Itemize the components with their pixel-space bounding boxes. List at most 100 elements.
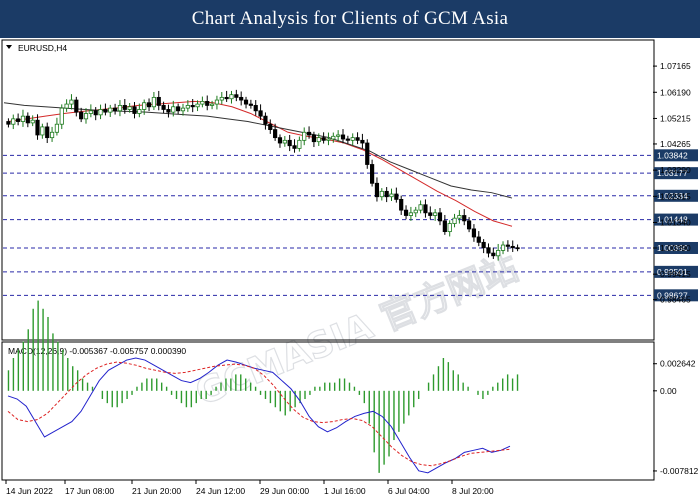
candle-body — [447, 223, 452, 233]
candle-body — [423, 204, 428, 214]
candle-body — [253, 105, 258, 112]
candle-body — [336, 134, 341, 137]
level-box — [654, 265, 698, 278]
candlesticks — [6, 89, 520, 261]
candle-body — [437, 212, 443, 222]
candle-body — [481, 241, 486, 249]
macd-main-line — [7, 357, 511, 474]
time-tick-label: 6 Jul 04:00 — [388, 486, 430, 496]
time-tick-label: 14 Jun 2022 — [6, 486, 53, 496]
price-tick-label: 1.05215 — [660, 113, 691, 123]
candle-body — [302, 131, 307, 141]
symbol-label: EURUSD,H4 — [18, 43, 67, 53]
level-label: 0.98627 — [657, 290, 688, 300]
candle-body — [180, 107, 186, 112]
level-box — [654, 241, 698, 254]
candle-body — [166, 109, 171, 113]
candle-body — [64, 103, 69, 109]
level-box — [654, 213, 698, 226]
candle-body — [515, 247, 520, 250]
candle-body — [176, 106, 181, 112]
macd-indicator — [7, 300, 519, 474]
candle-body — [374, 182, 380, 198]
candle-body — [316, 137, 321, 143]
candle-body — [403, 209, 409, 216]
candle-body — [214, 99, 220, 105]
candle-body — [292, 145, 297, 149]
candle-body — [442, 220, 447, 233]
candle-body — [418, 204, 423, 211]
time-tick-label: 1 Jul 16:00 — [324, 486, 366, 496]
candle-body — [98, 109, 103, 116]
candle-body — [108, 107, 113, 113]
candle-body — [370, 164, 375, 184]
candle-body — [486, 247, 491, 254]
ma-fast-line — [7, 100, 513, 227]
price-tick-label: 1.00390 — [660, 243, 691, 253]
candle-body — [505, 244, 510, 247]
level-label: 1.03177 — [657, 168, 688, 178]
candle-body — [268, 123, 273, 130]
price-axis: 1.07165 1.06190 1.05215 1.04265 1.03290 1.023… — [653, 61, 691, 305]
candle-body — [360, 139, 365, 144]
candle-body — [331, 135, 336, 140]
candle-body — [6, 121, 11, 125]
candle-body — [428, 212, 433, 216]
candle-body — [355, 137, 360, 141]
candle-body — [394, 193, 399, 200]
macd-tick-label: -0.007812 — [660, 466, 699, 476]
candle-body — [311, 134, 317, 143]
candle-body — [234, 94, 239, 98]
candle-body — [117, 105, 123, 112]
time-tick-label: 29 Jun 00:00 — [260, 486, 309, 496]
candle-body — [151, 96, 156, 108]
candle-body — [350, 137, 355, 141]
candle-body — [113, 107, 118, 112]
macd-tick-label: 0.002642 — [660, 359, 696, 369]
candle-body — [190, 105, 195, 108]
symbol-dropdown-icon[interactable] — [6, 45, 12, 49]
candle-body — [413, 209, 418, 214]
level-box — [654, 167, 698, 180]
candle-body — [205, 101, 210, 106]
moving-averages — [3, 100, 513, 227]
candle-body — [156, 96, 161, 106]
level-label: 1.00390 — [657, 243, 688, 253]
macd-label: MACD(12,26,9) -0.005367 -0.005757 0.0003… — [8, 346, 186, 356]
candle-body — [287, 139, 292, 147]
price-tick-label: 1.03290 — [660, 165, 691, 175]
candle-body — [510, 245, 515, 249]
candle-body — [457, 215, 462, 219]
candle-body — [79, 111, 84, 120]
support-resistance-levels: 1.03842 1.03177 1.02334 1.01448 1.00390 0.995… — [3, 149, 698, 302]
candle-body — [11, 118, 16, 125]
candle-body — [491, 252, 496, 257]
candle-body — [54, 123, 60, 133]
candle-body — [462, 215, 467, 222]
candle-body — [326, 138, 331, 141]
candle-body — [45, 126, 50, 139]
candle-body — [248, 103, 253, 106]
price-tick-label: 1.04265 — [660, 139, 691, 149]
candle-body — [496, 250, 501, 257]
price-tick-label: 0.99415 — [660, 269, 691, 279]
candle-body — [83, 113, 89, 120]
price-tick-label: 1.01340 — [660, 217, 691, 227]
macd-panel-frame — [1, 341, 655, 481]
candle-body — [297, 139, 302, 149]
candle-body — [132, 106, 137, 114]
price-tick-label: 1.07165 — [660, 61, 691, 71]
candle-body — [25, 115, 30, 124]
chart-banner: Chart Analysis for Clients of GCM Asia — [0, 0, 700, 38]
candle-body — [273, 129, 278, 139]
candle-body — [200, 101, 205, 105]
candle-body — [137, 109, 142, 114]
candle-body — [379, 190, 384, 198]
candle-body — [146, 102, 152, 108]
candle-body — [452, 217, 457, 224]
candle-body — [433, 212, 438, 216]
candle-body — [263, 115, 268, 125]
candle-body — [49, 131, 55, 139]
candle-body — [224, 96, 229, 100]
candle-body — [476, 236, 481, 243]
